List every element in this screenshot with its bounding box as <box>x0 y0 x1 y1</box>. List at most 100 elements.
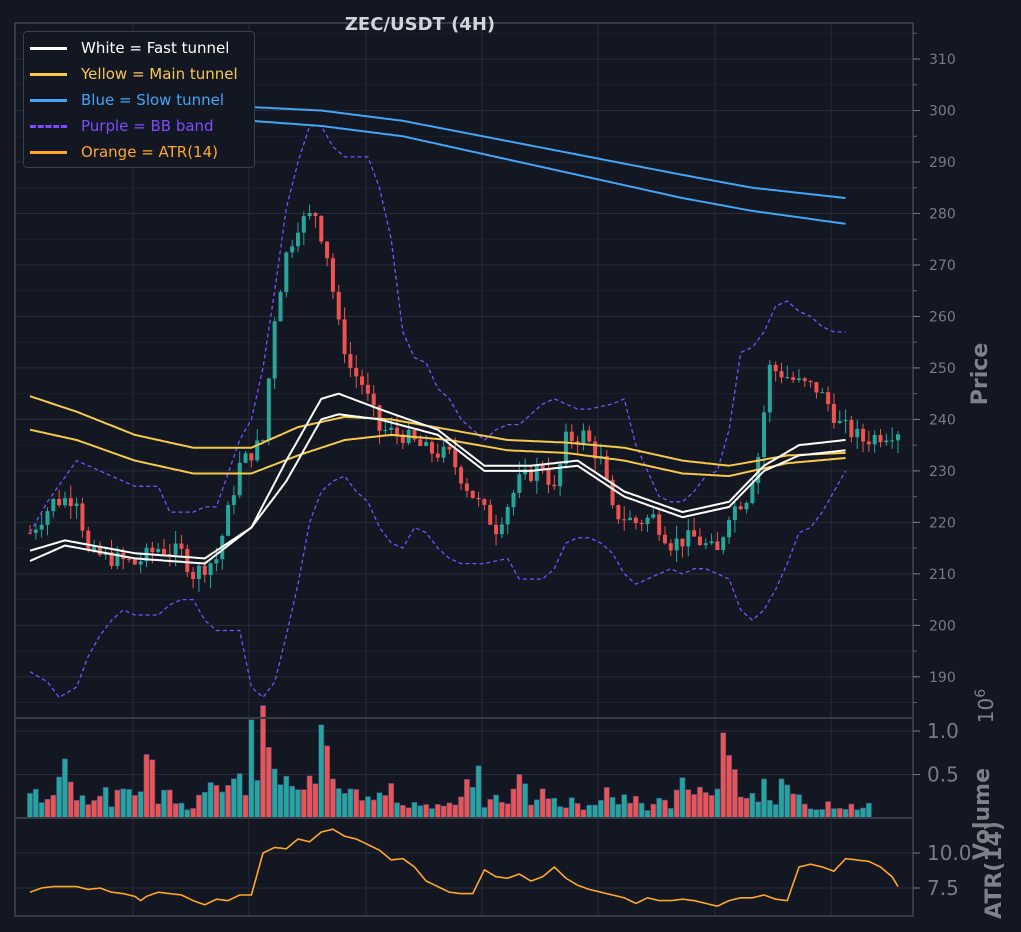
volume-bar <box>254 780 261 819</box>
volume-bar <box>662 799 668 819</box>
volume-bar <box>667 808 674 819</box>
price-tick-label: 260 <box>929 309 956 325</box>
candle-body <box>569 431 574 442</box>
volume-bar <box>458 796 464 819</box>
volume-bar <box>359 800 365 819</box>
candle-body <box>365 384 370 394</box>
volume-bar <box>737 796 744 819</box>
candle-body <box>127 559 132 561</box>
candle-body <box>150 547 155 553</box>
price-tick-label: 290 <box>929 155 956 171</box>
volume-bar <box>306 775 313 819</box>
candle-body <box>534 465 539 481</box>
candle-body <box>546 469 551 485</box>
volume-bar <box>679 777 686 819</box>
candle-body <box>249 453 254 461</box>
volume-bar <box>627 802 633 819</box>
volume-bar <box>603 787 610 819</box>
candle-body <box>849 420 854 438</box>
candle-body <box>686 530 691 547</box>
candle-body <box>616 505 621 520</box>
candle-body <box>668 543 673 551</box>
volume-bar <box>568 797 575 819</box>
candle-body <box>593 441 598 459</box>
price-tick-label: 270 <box>929 258 956 274</box>
volume-bar <box>201 791 208 819</box>
legend-item-atr: Orange = ATR(14) <box>30 142 218 162</box>
candle-body <box>802 378 807 381</box>
legend-swatch <box>30 72 67 76</box>
legend: White = Fast tunnel Yellow = Main tunnel… <box>23 31 255 168</box>
atr-panel: 7.5 10.0 <box>14 817 972 917</box>
volume-bar <box>114 789 121 819</box>
candle-body <box>843 420 848 422</box>
candle-body <box>628 517 633 520</box>
legend-label: Orange = ATR(14) <box>81 143 218 161</box>
bb-lower-band <box>29 470 847 699</box>
candle-body <box>820 392 825 394</box>
volume-bar <box>271 768 278 819</box>
legend-label: Yellow = Main tunnel <box>81 65 238 83</box>
candle-body <box>336 291 341 320</box>
candle-body <box>767 364 772 413</box>
volume-bar <box>539 788 546 819</box>
volume-bar <box>528 804 534 819</box>
volume-tick-label: 1.0 <box>927 719 959 743</box>
volume-bar <box>300 789 307 819</box>
candle-body <box>179 543 184 549</box>
chart-title: ZEC/USDT (4H) <box>345 14 495 35</box>
candle-body <box>226 504 231 536</box>
volume-bar <box>452 804 459 819</box>
volume-bar <box>673 789 680 819</box>
volume-bar <box>230 778 237 819</box>
candle-body <box>563 431 568 465</box>
candle-body <box>587 430 592 442</box>
candle-body <box>692 530 697 537</box>
volume-bar <box>731 769 738 819</box>
volume-bar <box>708 795 715 819</box>
candle-body <box>196 565 201 579</box>
candle-body <box>435 453 440 458</box>
volume-bar <box>790 793 797 819</box>
candle-body <box>371 393 376 406</box>
volume-bar <box>592 804 598 819</box>
candle-body <box>610 479 615 506</box>
candle-body <box>721 537 726 550</box>
volume-axis-label: Volume <box>970 768 995 860</box>
volume-bar <box>621 794 628 819</box>
legend-item-fast-tunnel: White = Fast tunnel <box>30 38 229 58</box>
fast-tunnel-upper-line <box>29 392 846 560</box>
volume-bar <box>772 804 779 819</box>
volume-bar <box>376 792 383 819</box>
volume-bar <box>574 803 581 819</box>
volume-bar <box>557 806 564 819</box>
candle-body <box>703 543 708 546</box>
volume-bar <box>213 785 220 819</box>
volume-bar <box>726 755 732 819</box>
volume-bar <box>364 796 371 819</box>
legend-swatch <box>30 46 67 50</box>
volume-bar <box>399 804 406 819</box>
candle-body <box>395 427 400 435</box>
volume-bar <box>545 798 552 819</box>
volume-bar <box>632 795 639 819</box>
volume-bar <box>196 794 202 819</box>
candle-body <box>161 548 166 555</box>
candle-body <box>284 252 289 293</box>
candle-body <box>51 498 56 512</box>
candle-body <box>138 561 143 565</box>
volume-bar <box>277 784 284 819</box>
candle-body <box>826 392 831 405</box>
volume-bar <box>522 783 529 819</box>
volume-bar <box>784 784 791 819</box>
volume-bar <box>714 788 721 819</box>
volume-bar <box>755 801 762 819</box>
candle-body <box>167 554 172 556</box>
volume-bar <box>50 794 57 819</box>
candle-body <box>552 484 557 487</box>
candle-body <box>185 548 190 573</box>
candle-body <box>715 541 720 550</box>
atr-tick-label: 7.5 <box>927 876 959 900</box>
candle-body <box>581 430 586 444</box>
fast-tunnel-lower-line <box>29 413 846 565</box>
